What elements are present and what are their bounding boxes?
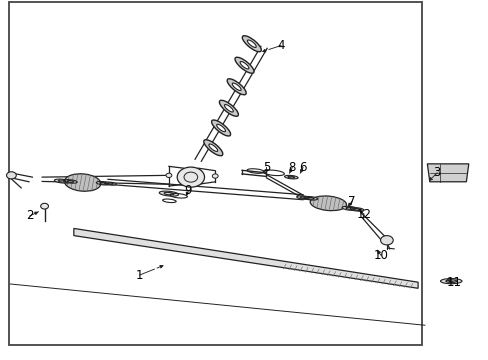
Ellipse shape: [232, 83, 241, 90]
Ellipse shape: [203, 140, 223, 156]
Ellipse shape: [64, 174, 101, 191]
Ellipse shape: [240, 62, 248, 69]
Ellipse shape: [219, 100, 238, 116]
Ellipse shape: [342, 206, 357, 210]
Text: 7: 7: [347, 195, 355, 208]
Circle shape: [6, 172, 16, 179]
Circle shape: [165, 173, 171, 177]
Ellipse shape: [284, 175, 298, 179]
Text: 4: 4: [277, 39, 284, 52]
Text: 8: 8: [288, 161, 295, 174]
Text: 2: 2: [26, 210, 34, 222]
Ellipse shape: [224, 104, 233, 112]
Circle shape: [41, 203, 48, 209]
Ellipse shape: [296, 196, 309, 199]
Circle shape: [212, 174, 218, 178]
Circle shape: [177, 167, 204, 187]
Ellipse shape: [235, 57, 253, 73]
Text: 1: 1: [136, 269, 143, 282]
Text: 9: 9: [184, 184, 192, 197]
Ellipse shape: [54, 179, 70, 183]
Polygon shape: [427, 164, 468, 182]
Ellipse shape: [350, 208, 363, 211]
Ellipse shape: [211, 120, 230, 136]
Polygon shape: [74, 228, 417, 288]
Ellipse shape: [104, 182, 116, 185]
Ellipse shape: [440, 279, 461, 284]
Text: 3: 3: [432, 166, 440, 179]
Text: 12: 12: [356, 208, 371, 221]
Ellipse shape: [227, 79, 245, 95]
Ellipse shape: [247, 40, 256, 48]
Ellipse shape: [63, 180, 77, 183]
Ellipse shape: [309, 196, 346, 211]
Text: 5: 5: [262, 161, 269, 174]
Ellipse shape: [216, 124, 225, 132]
Circle shape: [380, 235, 392, 245]
Text: 11: 11: [446, 276, 461, 289]
Ellipse shape: [96, 181, 110, 185]
Ellipse shape: [159, 191, 178, 196]
Ellipse shape: [304, 197, 317, 200]
Ellipse shape: [208, 144, 217, 152]
Text: 10: 10: [373, 249, 387, 262]
Text: 6: 6: [299, 161, 306, 174]
Bar: [9, 3, 421, 345]
Ellipse shape: [242, 36, 261, 52]
